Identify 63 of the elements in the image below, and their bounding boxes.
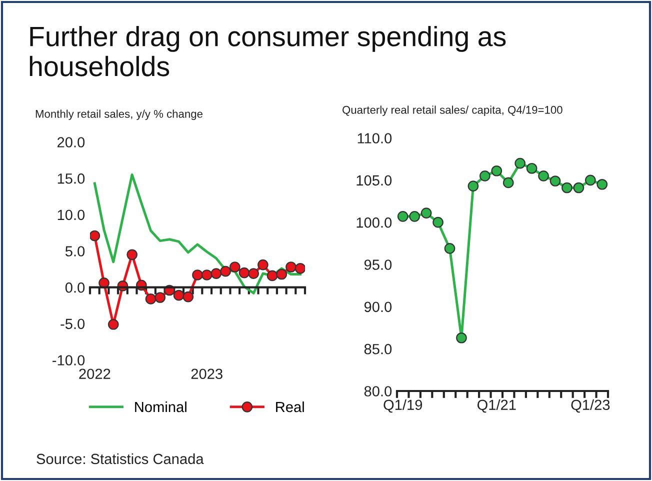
- point: [514, 158, 526, 169]
- point: [192, 270, 203, 280]
- y-tick-label: -5.0: [60, 318, 85, 330]
- point: [409, 211, 420, 222]
- point: [491, 165, 502, 176]
- point: [220, 266, 231, 277]
- point: [526, 162, 538, 174]
- x-tick-label: 2022: [79, 368, 110, 380]
- y-tick-label: 0.0: [65, 282, 85, 293]
- chart-subtitle: Quarterly real retail sales/ capita, Q4/19=100: [342, 106, 562, 116]
- x-tick-label: Q1/21: [477, 399, 516, 413]
- point: [248, 268, 260, 279]
- y-tick-label: 105.0: [356, 175, 392, 186]
- point: [210, 268, 222, 279]
- point: [585, 174, 596, 186]
- point: [98, 278, 110, 288]
- x-tick-label: Q1/19: [384, 399, 422, 413]
- y-tick-label: 15.0: [58, 173, 85, 184]
- point: [126, 249, 138, 260]
- point: [538, 170, 549, 182]
- point: [182, 291, 194, 302]
- point: [562, 182, 572, 194]
- y-tick-label: 100.0: [356, 217, 392, 228]
- point: [596, 178, 608, 190]
- point: [420, 208, 432, 218]
- y-tick-label: 85.0: [364, 344, 392, 354]
- y-tick-label: 90.0: [364, 302, 392, 312]
- point: [201, 270, 212, 280]
- point: [229, 262, 240, 272]
- point: [90, 230, 100, 242]
- point: [456, 332, 467, 344]
- point: [294, 263, 305, 274]
- legend-label: Real: [276, 401, 304, 412]
- point: [444, 243, 456, 254]
- point: [432, 216, 444, 228]
- chart-title: Further drag on consumer spending as households: [30, 26, 506, 76]
- y-tick-label: 95.0: [364, 260, 392, 270]
- legend-label: Nominal: [135, 401, 186, 412]
- point: [258, 259, 268, 270]
- x-tick-label: 2023: [191, 368, 222, 380]
- source-note: Source: Statistics Canada: [36, 453, 204, 464]
- point: [502, 177, 514, 188]
- y-tick-label: 10.0: [58, 210, 85, 220]
- y-tick-label: 20.0: [57, 137, 85, 148]
- point: [286, 262, 296, 272]
- point: [145, 294, 156, 304]
- point: [468, 180, 479, 192]
- point: [276, 268, 288, 280]
- y-tick-label: -10.0: [52, 355, 85, 366]
- x-tick-label: Q1/23: [571, 399, 610, 413]
- y-tick-label: 5.0: [65, 246, 85, 256]
- point: [266, 270, 278, 282]
- y-tick-label: 110.0: [358, 133, 392, 144]
- point: [154, 292, 166, 303]
- point: [238, 267, 250, 278]
- point: [108, 318, 119, 330]
- point: [173, 290, 184, 301]
- point: [480, 170, 490, 182]
- y-tick-label: 80.0: [364, 386, 392, 396]
- point: [397, 211, 408, 222]
- point: [573, 182, 584, 194]
- chart-subtitle: Monthly retail sales, y/y % change: [36, 110, 202, 120]
- point: [550, 176, 561, 186]
